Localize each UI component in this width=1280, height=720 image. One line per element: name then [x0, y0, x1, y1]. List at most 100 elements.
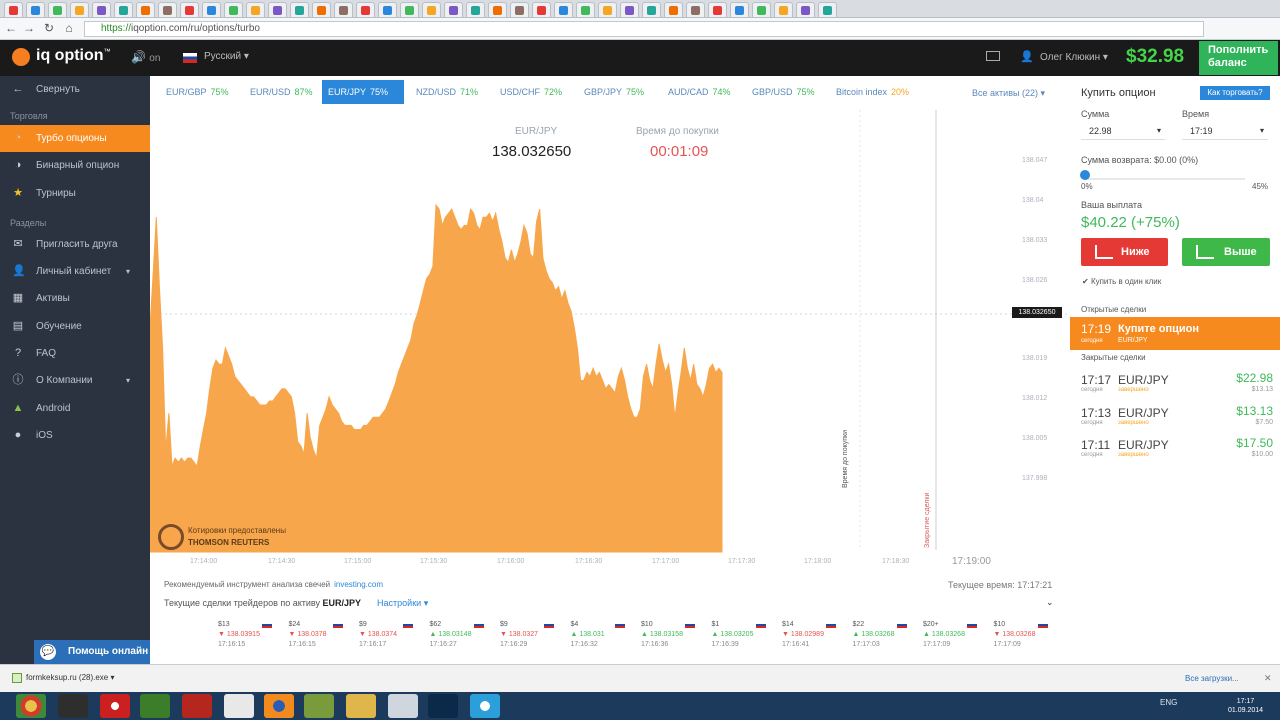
browser-tab[interactable]: [92, 2, 111, 17]
tab-usdchf[interactable]: USD/CHF 72%: [500, 87, 563, 97]
sidebar-item-about[interactable]: ⓘ О Компании ▾: [0, 367, 150, 394]
trades-settings-link[interactable]: Настройки ▾: [377, 598, 429, 608]
higher-button[interactable]: Выше: [1182, 238, 1270, 266]
language-select[interactable]: Русский ▾: [204, 51, 249, 62]
how-to-trade-button[interactable]: Как торговать?: [1200, 86, 1270, 100]
skype-taskbar-icon[interactable]: [470, 694, 500, 718]
chevron-down-icon[interactable]: ⌄: [1046, 597, 1054, 607]
browser-tab[interactable]: [290, 2, 309, 17]
closed-trade-row[interactable]: 17:13 EUR/JPY сегодня завершено $13.13 $7.5…: [1081, 404, 1273, 426]
browser-tab[interactable]: [708, 2, 727, 17]
help-online-button[interactable]: 💬 Помощь онлайн: [34, 640, 150, 664]
browser-tab[interactable]: [466, 2, 485, 17]
tab-eurusd[interactable]: EUR/USD 87%: [250, 87, 313, 97]
browser-tab[interactable]: [246, 2, 265, 17]
browser-tab[interactable]: [334, 2, 353, 17]
sound-toggle[interactable]: 🔊 on: [131, 50, 161, 64]
time-select[interactable]: 17:19 ▾: [1182, 122, 1268, 140]
all-assets-dropdown[interactable]: Все активы (22) ▾: [972, 88, 1045, 98]
tab-gbpusd[interactable]: GBP/USD 75%: [752, 87, 815, 97]
closed-trade-row[interactable]: 17:11 EUR/JPY сегодня завершено $17.50 $10.…: [1081, 436, 1273, 458]
browser-tab[interactable]: [136, 2, 155, 17]
return-slider[interactable]: [1085, 178, 1245, 180]
browser-tab[interactable]: [576, 2, 595, 17]
tab-eurjpy[interactable]: EUR/JPY 75%: [322, 80, 404, 104]
close-icon[interactable]: ✕: [1264, 673, 1272, 683]
browser-tab[interactable]: [356, 2, 375, 17]
one-click-checkbox[interactable]: ✔ Купить в один клик: [1082, 277, 1162, 286]
closed-trade-row[interactable]: 17:17 EUR/JPY сегодня завершено $22.98 $13.…: [1081, 371, 1273, 393]
browser-tab[interactable]: [554, 2, 573, 17]
app-taskbar-icon[interactable]: [388, 694, 418, 718]
firefox-taskbar-icon[interactable]: [264, 694, 294, 718]
download-item[interactable]: formkeksup.ru (28).exe ▾: [6, 670, 166, 686]
tab-bitcoin[interactable]: Bitcoin index 20%: [836, 87, 910, 97]
browser-tab[interactable]: [488, 2, 507, 17]
tab-nzdusd[interactable]: NZD/USD 71%: [416, 87, 479, 97]
browser-tab[interactable]: [642, 2, 661, 17]
app-taskbar-icon[interactable]: [140, 694, 170, 718]
mail-icon[interactable]: [986, 51, 1000, 61]
filezilla-taskbar-icon[interactable]: [182, 694, 212, 718]
sidebar-item-tournaments[interactable]: ★ Турниры: [13, 187, 76, 200]
app-taskbar-icon[interactable]: [224, 694, 254, 718]
open-position[interactable]: 17:19 Купите опцион EUR/JPY сегодня: [1070, 317, 1280, 350]
tab-gbpjpy[interactable]: GBP/JPY 75%: [584, 87, 645, 97]
nvidia-taskbar-icon[interactable]: [58, 694, 88, 718]
browser-tab[interactable]: [686, 2, 705, 17]
browser-tab[interactable]: [114, 2, 133, 17]
forward-icon[interactable]: →: [23, 21, 35, 35]
browser-tab[interactable]: [774, 2, 793, 17]
deposit-button[interactable]: Пополнить баланс: [1199, 41, 1278, 75]
system-tray-lang[interactable]: ENG: [1160, 698, 1178, 707]
browser-tab[interactable]: [400, 2, 419, 17]
lower-button[interactable]: Ниже: [1081, 238, 1168, 266]
app-taskbar-icon[interactable]: [304, 694, 334, 718]
tab-audcad[interactable]: AUD/CAD 74%: [668, 87, 731, 97]
browser-tab[interactable]: [532, 2, 551, 17]
browser-tab[interactable]: [378, 2, 397, 17]
price-chart[interactable]: [150, 110, 1070, 570]
browser-tab[interactable]: [48, 2, 67, 17]
opera-taskbar-icon[interactable]: [100, 694, 130, 718]
tab-eurgbp[interactable]: EUR/GBP 75%: [166, 87, 229, 97]
browser-tab[interactable]: [422, 2, 441, 17]
sidebar-item-turbo[interactable]: ◔ Турбо опционы: [0, 125, 150, 152]
home-icon[interactable]: ⌂: [65, 21, 73, 35]
browser-tab[interactable]: [70, 2, 89, 17]
clock[interactable]: 17:17 01.09.2014: [1228, 698, 1264, 714]
chrome-taskbar-icon[interactable]: [16, 694, 46, 718]
slider-knob[interactable]: [1080, 170, 1090, 180]
browser-tab[interactable]: [202, 2, 221, 17]
browser-tab[interactable]: [598, 2, 617, 17]
photoshop-taskbar-icon[interactable]: [428, 694, 458, 718]
sidebar-item-account[interactable]: 👤 Личный кабинет ▾: [0, 258, 150, 285]
browser-tab[interactable]: [444, 2, 463, 17]
browser-tab[interactable]: [796, 2, 815, 17]
sidebar-item-learning[interactable]: ▤ Обучение: [12, 320, 82, 333]
address-bar[interactable]: https://iqoption.com/ru/options/turbo: [84, 21, 1204, 37]
browser-tab[interactable]: [268, 2, 287, 17]
browser-tab[interactable]: [510, 2, 529, 17]
sidebar-item-faq[interactable]: ? FAQ: [0, 340, 150, 367]
logo[interactable]: iq option™: [36, 47, 111, 64]
user-menu[interactable]: Олег Клюкин ▾: [1040, 52, 1108, 63]
browser-tab[interactable]: [664, 2, 683, 17]
browser-tab[interactable]: [4, 2, 23, 17]
browser-tab[interactable]: [224, 2, 243, 17]
browser-tab[interactable]: [730, 2, 749, 17]
sidebar-item-ios[interactable]: ● iOS: [0, 422, 150, 449]
sidebar-item-android[interactable]: ▲ Android: [12, 402, 71, 415]
browser-tab[interactable]: [26, 2, 45, 17]
investing-link[interactable]: investing.com: [334, 580, 384, 589]
browser-tab[interactable]: [752, 2, 771, 17]
sidebar-item-assets[interactable]: ▦ Активы: [12, 292, 70, 305]
folder-taskbar-icon[interactable]: [346, 694, 376, 718]
back-icon[interactable]: ←: [5, 21, 17, 35]
show-all-downloads-link[interactable]: Все загрузки...: [1185, 674, 1239, 683]
browser-tab[interactable]: [180, 2, 199, 17]
browser-tab[interactable]: [158, 2, 177, 17]
sidebar-item-binary[interactable]: ◑ Бинарный опцион: [0, 152, 150, 179]
sidebar-item-invite[interactable]: ✉ Пригласить друга: [13, 238, 118, 251]
sidebar-collapse[interactable]: ← Свернуть: [12, 83, 80, 96]
